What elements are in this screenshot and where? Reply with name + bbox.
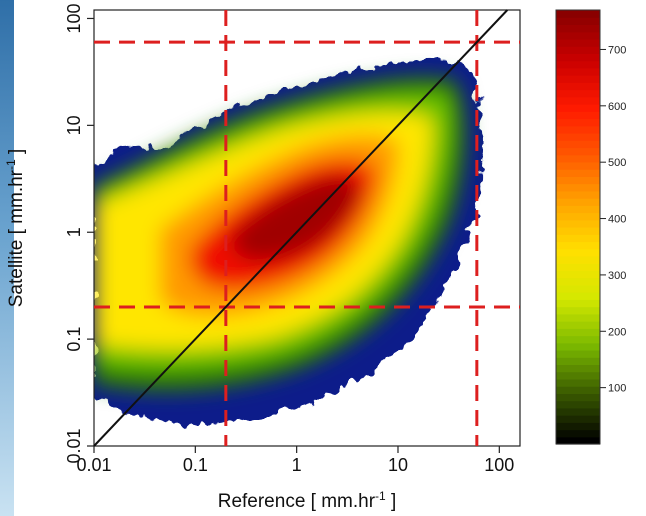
colorbar-band-13 [556, 342, 600, 351]
y-tick-label-3: 10 [64, 115, 84, 135]
y-axis-label: Satellite [ mm.hr-1 ] [4, 149, 27, 308]
colorbar-frame [555, 9, 601, 445]
x-axis-label: Reference [ mm.hr-1 ] [218, 489, 397, 512]
y-tick-label-1: 0.1 [64, 327, 84, 352]
one-to-one-line [93, 9, 509, 447]
colorbar-band-57 [556, 24, 600, 33]
colorbar-band-41 [556, 140, 600, 149]
colorbar-band-5 [556, 400, 600, 409]
density-band-darkred [231, 176, 360, 261]
colorbar-band-37 [556, 169, 600, 177]
colorbar-band-22 [556, 277, 600, 286]
colorbar-band-23 [556, 270, 600, 279]
x-tick-label-1: 0.1 [183, 455, 208, 475]
colorbar-tick-label-2: 300 [608, 270, 626, 282]
colorbar-band-45 [556, 111, 600, 120]
colorbar-band-3 [556, 415, 600, 423]
colorbar-band-32 [556, 205, 600, 214]
colorbar-tick-label-5: 600 [608, 101, 626, 113]
colorbar-band-54 [556, 46, 600, 54]
left-edge-strip [0, 0, 14, 516]
x-tick-label-4: 100 [484, 455, 514, 475]
colorbar-tick-label-4: 500 [608, 157, 626, 169]
colorbar-band-29 [556, 227, 600, 235]
colorbar-band-9 [556, 371, 600, 380]
colorbar-tick-label-0: 100 [608, 383, 626, 395]
colorbar-band-58 [556, 17, 600, 26]
colorbar-band-15 [556, 328, 600, 337]
colorbar-band-42 [556, 132, 600, 141]
colorbar-band-34 [556, 190, 600, 199]
y-tick-label-4: 100 [64, 3, 84, 33]
colorbar-band-4 [556, 407, 600, 416]
colorbar-band-2 [556, 422, 600, 431]
colorbar-band-27 [556, 241, 600, 250]
colorbar-band-36 [556, 176, 600, 185]
colorbar-band-53 [556, 53, 600, 62]
colorbar-tick-label-3: 400 [608, 214, 626, 226]
colorbar-band-47 [556, 96, 600, 105]
density-cloud [94, 59, 484, 425]
colorbar-bands [556, 10, 600, 445]
colorbar-band-6 [556, 393, 600, 402]
colorbar-band-7 [556, 386, 600, 394]
colorbar-band-50 [556, 75, 600, 83]
x-tick-label-3: 10 [388, 455, 408, 475]
colorbar-band-19 [556, 299, 600, 308]
colorbar-ticks: 100 200 300 400 500 600 700 [600, 44, 626, 395]
colorbar: 100 200 300 400 500 600 700 [555, 9, 626, 445]
colorbar-band-24 [556, 263, 600, 271]
y-axis: 0.01 0.1 1 10 100 [64, 3, 94, 464]
colorbar-band-46 [556, 104, 600, 112]
colorbar-band-28 [556, 234, 600, 243]
colorbar-tick-label-6: 700 [608, 44, 626, 56]
colorbar-band-33 [556, 198, 600, 206]
colorbar-band-51 [556, 67, 600, 76]
colorbar-band-18 [556, 306, 600, 315]
colorbar-band-43 [556, 125, 600, 134]
colorbar-band-10 [556, 364, 600, 373]
plot-frame [93, 9, 521, 447]
colorbar-band-40 [556, 147, 600, 156]
x-axis: 0.01 0.1 1 10 100 [76, 446, 514, 475]
colorbar-band-49 [556, 82, 600, 91]
colorbar-band-21 [556, 284, 600, 293]
colorbar-band-20 [556, 292, 600, 300]
colorbar-band-59 [556, 10, 600, 18]
y-tick-label-2: 1 [64, 227, 84, 237]
x-tick-label-0: 0.01 [76, 455, 111, 475]
colorbar-band-25 [556, 255, 600, 264]
colorbar-band-38 [556, 161, 600, 170]
colorbar-band-14 [556, 335, 600, 344]
colorbar-band-8 [556, 378, 600, 387]
colorbar-band-1 [556, 429, 600, 438]
colorbar-band-35 [556, 183, 600, 192]
colorbar-band-39 [556, 154, 600, 163]
x-tick-label-2: 1 [292, 455, 302, 475]
colorbar-band-11 [556, 357, 600, 366]
threshold-lines [94, 10, 520, 446]
colorbar-band-17 [556, 313, 600, 322]
colorbar-band-26 [556, 248, 600, 257]
colorbar-band-52 [556, 60, 600, 69]
colorbar-band-56 [556, 31, 600, 40]
colorbar-band-31 [556, 212, 600, 221]
colorbar-band-30 [556, 219, 600, 228]
colorbar-band-44 [556, 118, 600, 127]
colorbar-band-16 [556, 321, 600, 329]
y-tick-label-0: 0.01 [64, 428, 84, 463]
colorbar-band-48 [556, 89, 600, 98]
colorbar-tick-label-1: 200 [608, 326, 626, 338]
colorbar-band-0 [556, 436, 600, 445]
colorbar-band-55 [556, 38, 600, 47]
colorbar-band-12 [556, 349, 600, 358]
